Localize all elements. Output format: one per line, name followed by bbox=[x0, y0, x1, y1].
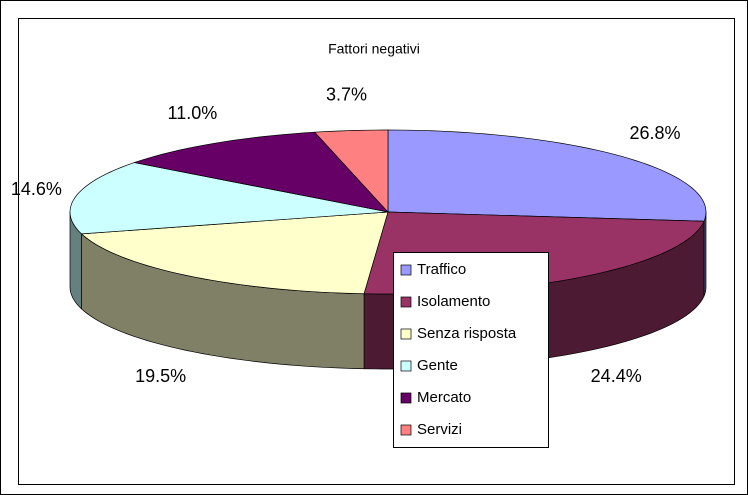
legend-label: Gente bbox=[417, 357, 458, 374]
data-label: 24.4% bbox=[591, 366, 642, 386]
legend-label: Mercato bbox=[417, 389, 471, 406]
legend-swatch bbox=[400, 264, 412, 276]
data-label: 11.0% bbox=[168, 103, 218, 123]
legend-label: Senza risposta bbox=[417, 325, 517, 342]
legend-box bbox=[393, 252, 549, 448]
chart-title: Fattori negativi bbox=[328, 41, 420, 57]
legend-swatch bbox=[400, 424, 412, 436]
legend-label: Traffico bbox=[417, 261, 466, 278]
pie-slice bbox=[69, 162, 389, 235]
legend-swatch bbox=[400, 360, 412, 372]
data-label: 26.8% bbox=[630, 123, 681, 143]
data-label: 3.7% bbox=[326, 85, 367, 105]
legend-label: Servizi bbox=[417, 421, 462, 438]
legend-swatch bbox=[400, 392, 412, 404]
legend-swatch bbox=[400, 328, 412, 340]
legend-label: Isolamento bbox=[417, 293, 490, 310]
pie-slice bbox=[132, 131, 389, 213]
data-label: 19.5% bbox=[135, 366, 186, 386]
pie-slice bbox=[387, 129, 707, 222]
legend-swatch bbox=[400, 296, 412, 308]
pie-slice bbox=[80, 211, 389, 295]
pie-slice bbox=[313, 129, 389, 213]
data-label: 14.6% bbox=[11, 179, 62, 199]
